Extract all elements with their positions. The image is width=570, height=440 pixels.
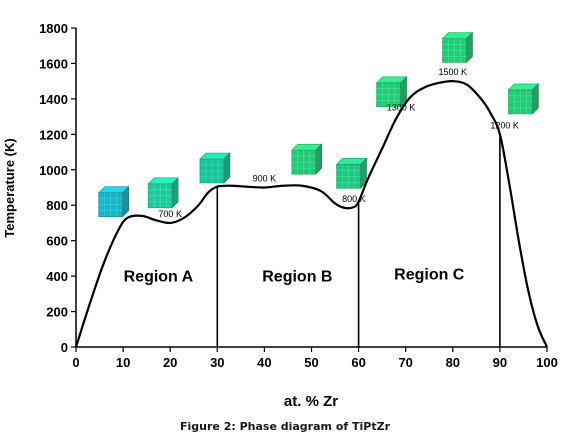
region-dividers	[216, 134, 501, 347]
x-tick-label: 90	[493, 355, 507, 370]
region-labels: Region A Region B Region C	[124, 267, 465, 286]
figure-caption: Figure 2: Phase diagram of TiPtZr	[180, 420, 390, 433]
cubic-structure-icon	[441, 31, 474, 64]
cubic-structure-icon	[507, 83, 540, 115]
temperature-point-label: 900 K	[253, 174, 277, 184]
x-tick-label: 10	[116, 355, 130, 370]
x-tick-label: 70	[398, 355, 412, 370]
x-tick-label: 50	[304, 355, 318, 370]
y-tick-label: 400	[46, 269, 68, 284]
temperature-point-label: 800 K	[342, 194, 366, 204]
y-axis-label: Temperature (K)	[2, 138, 17, 237]
x-tick-label: 100	[536, 355, 558, 370]
x-tick-label: 0	[72, 355, 79, 370]
cubic-structure-icon	[291, 143, 323, 175]
x-tick-label: 20	[163, 355, 177, 370]
y-tick-label: 1000	[39, 163, 68, 178]
y-tick-label: 800	[46, 198, 68, 213]
y-tick-label: 1200	[39, 127, 68, 142]
y-tick-label: 0	[61, 340, 68, 355]
y-tick-label: 200	[46, 305, 68, 320]
chart-axes: 0 10 20 30 40 50 60 70 80 90 100020040060080010001…	[39, 21, 558, 370]
region-label: Region C	[394, 267, 465, 284]
x-tick-label: 60	[351, 355, 365, 370]
y-tick-label: 1400	[39, 92, 68, 107]
temperature-point-label: 1300 K	[387, 103, 416, 113]
y-tick-label: 1600	[39, 56, 68, 71]
temperature-point-label: 1500 K	[439, 67, 468, 77]
point-labels: 700 K 900 K 800 K 1300 K 1500 K 1200 K	[158, 67, 518, 219]
temperature-point-label: 1200 K	[490, 120, 519, 130]
region-label: Region A	[124, 268, 194, 285]
phase-boundary-line	[74, 80, 549, 348]
x-tick-label: 40	[257, 355, 271, 370]
x-tick-label: 80	[446, 355, 460, 370]
y-tick-label: 1800	[39, 21, 68, 36]
x-tick-label: 30	[210, 355, 224, 370]
region-label: Region B	[262, 268, 332, 285]
cubic-structure-icon	[147, 177, 179, 209]
temperature-point-label: 700 K	[158, 209, 182, 219]
cubic-structure-icon	[335, 157, 368, 190]
x-axis-label: at. % Zr	[284, 393, 338, 410]
cubic-structure-icon	[375, 76, 408, 108]
y-tick-label: 600	[46, 234, 68, 249]
cubic-structure-icon	[97, 185, 130, 218]
cubic-structure-icon	[199, 152, 231, 184]
structure-icons	[97, 31, 540, 218]
